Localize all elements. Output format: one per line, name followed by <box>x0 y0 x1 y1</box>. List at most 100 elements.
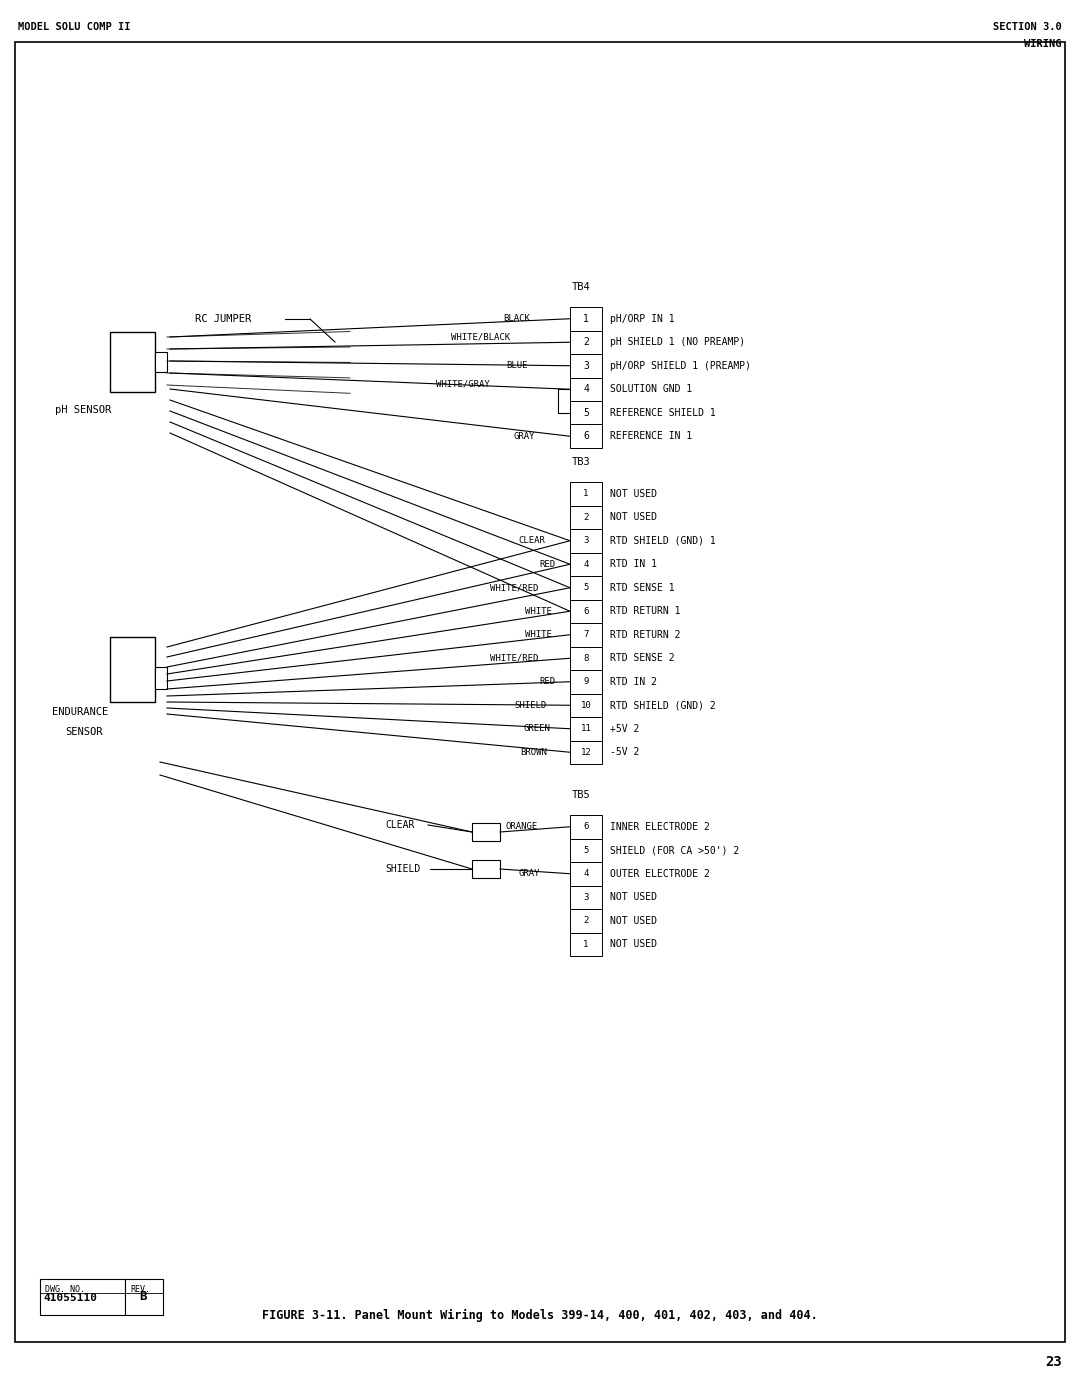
Bar <box>472 823 500 841</box>
Text: RTD IN 1: RTD IN 1 <box>610 559 657 569</box>
Bar <box>570 506 602 529</box>
Text: 8: 8 <box>583 654 589 662</box>
Text: NOT USED: NOT USED <box>610 893 657 902</box>
Text: REV.: REV. <box>130 1285 150 1294</box>
Text: 23: 23 <box>1045 1355 1062 1369</box>
Text: RC JUMPER: RC JUMPER <box>195 314 252 324</box>
Text: RED: RED <box>539 678 555 686</box>
Text: 3: 3 <box>583 360 589 370</box>
Text: BROWN: BROWN <box>521 747 546 757</box>
Text: SENSOR: SENSOR <box>65 726 103 738</box>
Text: SECTION 3.0: SECTION 3.0 <box>994 22 1062 32</box>
Bar <box>570 693 602 717</box>
Bar <box>570 377 602 401</box>
Bar <box>570 599 602 623</box>
Text: BLUE: BLUE <box>507 362 528 370</box>
Text: RTD RETURN 2: RTD RETURN 2 <box>610 630 680 640</box>
Text: WHITE/RED: WHITE/RED <box>489 654 538 662</box>
Text: 6: 6 <box>583 823 589 831</box>
Bar <box>570 353 602 377</box>
Text: SHIELD: SHIELD <box>384 863 420 875</box>
Text: WIRING: WIRING <box>1025 39 1062 49</box>
Bar <box>125 1280 163 1315</box>
Text: OUTER ELECTRODE 2: OUTER ELECTRODE 2 <box>610 869 710 879</box>
Text: 1: 1 <box>583 940 589 949</box>
Text: REFERENCE SHIELD 1: REFERENCE SHIELD 1 <box>610 408 716 418</box>
Text: 5: 5 <box>583 584 589 592</box>
Text: SHIELD (FOR CA >50') 2: SHIELD (FOR CA >50') 2 <box>610 845 739 855</box>
Text: NOT USED: NOT USED <box>610 939 657 949</box>
Text: CLEAR: CLEAR <box>384 820 415 830</box>
Text: INNER ELECTRODE 2: INNER ELECTRODE 2 <box>610 821 710 831</box>
Text: 1: 1 <box>583 489 589 499</box>
Text: 7: 7 <box>583 630 589 640</box>
Bar <box>570 838 602 862</box>
Text: 11: 11 <box>581 724 592 733</box>
Bar <box>570 886 602 909</box>
Text: WHITE/RED: WHITE/RED <box>489 584 538 592</box>
Text: RTD RETURN 1: RTD RETURN 1 <box>610 606 680 616</box>
Bar <box>570 552 602 576</box>
Text: RED: RED <box>539 560 555 569</box>
Text: +5V 2: +5V 2 <box>610 724 639 733</box>
Text: ORANGE: ORANGE <box>505 823 538 831</box>
Bar <box>472 861 500 877</box>
Text: RTD SENSE 1: RTD SENSE 1 <box>610 583 675 592</box>
Bar <box>40 1280 125 1315</box>
Text: -5V 2: -5V 2 <box>610 747 639 757</box>
Text: 5: 5 <box>583 845 589 855</box>
Text: 6: 6 <box>583 432 589 441</box>
Text: 2: 2 <box>583 916 589 925</box>
Text: pH SENSOR: pH SENSOR <box>55 405 111 415</box>
Text: 41055110: 41055110 <box>43 1294 97 1303</box>
Text: 1: 1 <box>583 314 589 324</box>
Text: 3: 3 <box>583 536 589 545</box>
Text: 5: 5 <box>583 408 589 418</box>
Bar <box>570 740 602 764</box>
Bar <box>570 425 602 448</box>
Text: DWG. NO.: DWG. NO. <box>45 1285 85 1294</box>
Bar <box>570 814 602 838</box>
Text: 3: 3 <box>583 893 589 901</box>
Bar <box>570 671 602 693</box>
Bar <box>570 576 602 599</box>
Bar <box>156 352 167 372</box>
Text: 6: 6 <box>583 606 589 616</box>
Text: WHITE/BLACK: WHITE/BLACK <box>450 332 510 342</box>
Bar <box>570 862 602 886</box>
Text: NOT USED: NOT USED <box>610 513 657 522</box>
Bar <box>156 666 167 689</box>
Text: WHITE: WHITE <box>525 630 552 640</box>
Text: WHITE/GRAY: WHITE/GRAY <box>436 380 490 388</box>
Bar <box>570 717 602 740</box>
Text: BLACK: BLACK <box>503 314 530 323</box>
Text: 2: 2 <box>583 337 589 348</box>
Text: 12: 12 <box>581 747 592 757</box>
Bar <box>570 909 602 933</box>
Text: SOLUTION GND 1: SOLUTION GND 1 <box>610 384 692 394</box>
Text: RTD SHIELD (GND) 2: RTD SHIELD (GND) 2 <box>610 700 716 710</box>
Text: RTD SHIELD (GND) 1: RTD SHIELD (GND) 1 <box>610 536 716 546</box>
Text: TB3: TB3 <box>572 457 591 467</box>
Text: MODEL SOLU COMP II: MODEL SOLU COMP II <box>18 22 131 32</box>
Text: RTD IN 2: RTD IN 2 <box>610 676 657 687</box>
Bar <box>570 529 602 552</box>
Bar <box>110 332 156 393</box>
Text: FIGURE 3-11. Panel Mount Wiring to Models 399-14, 400, 401, 402, 403, and 404.: FIGURE 3-11. Panel Mount Wiring to Model… <box>262 1309 818 1322</box>
Bar <box>570 307 602 331</box>
Bar <box>570 647 602 671</box>
Text: pH SHIELD 1 (NO PREAMP): pH SHIELD 1 (NO PREAMP) <box>610 337 745 348</box>
Text: GREEN: GREEN <box>523 724 550 733</box>
Text: B: B <box>139 1289 147 1303</box>
Text: pH/ORP SHIELD 1 (PREAMP): pH/ORP SHIELD 1 (PREAMP) <box>610 360 751 370</box>
Text: RTD SENSE 2: RTD SENSE 2 <box>610 654 675 664</box>
Text: 10: 10 <box>581 701 592 710</box>
Text: NOT USED: NOT USED <box>610 489 657 499</box>
Text: TB5: TB5 <box>572 789 591 800</box>
Text: TB4: TB4 <box>572 282 591 292</box>
Bar <box>110 637 156 703</box>
Text: pH/ORP IN 1: pH/ORP IN 1 <box>610 314 675 324</box>
Text: 4: 4 <box>583 384 589 394</box>
Text: 2: 2 <box>583 513 589 521</box>
Text: GRAY: GRAY <box>513 432 535 440</box>
